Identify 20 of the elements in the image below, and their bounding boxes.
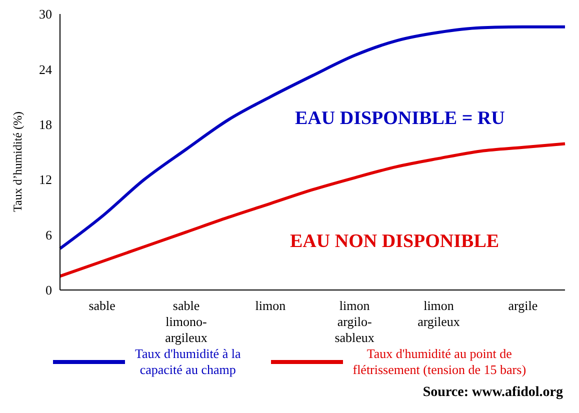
x-tick-label: argile [508, 298, 538, 313]
x-tick-label: limon argilo- sableux [334, 298, 375, 345]
x-tick-label: limon [255, 298, 286, 313]
y-tick-label: 18 [39, 117, 52, 132]
x-tick-label: sable [88, 298, 116, 313]
source-note: Source: www.afidol.org [422, 385, 563, 401]
y-tick-label: 30 [39, 6, 52, 22]
annotation: EAU DISPONIBLE = RU [295, 108, 505, 130]
x-tick-label: limon argileux [418, 298, 460, 329]
annotation: EAU NON DISPONIBLE [290, 231, 500, 253]
line-series [58, 142, 566, 278]
y-tick-label: 6 [46, 227, 52, 242]
y-tick-label: 24 [39, 62, 52, 77]
y-tick-label: 12 [39, 172, 52, 188]
line-series [58, 25, 566, 250]
text: Taux d'humidité à la capacité au champ [134, 346, 241, 378]
y-axis-title: Taux d’humidité (%) [10, 112, 24, 212]
text: Taux d'humidité au point de flétrissement (tension de 15 bars) [352, 346, 526, 378]
x-tick-label: sable limono- argileux [165, 298, 208, 345]
y-tick-label: 0 [46, 282, 52, 298]
